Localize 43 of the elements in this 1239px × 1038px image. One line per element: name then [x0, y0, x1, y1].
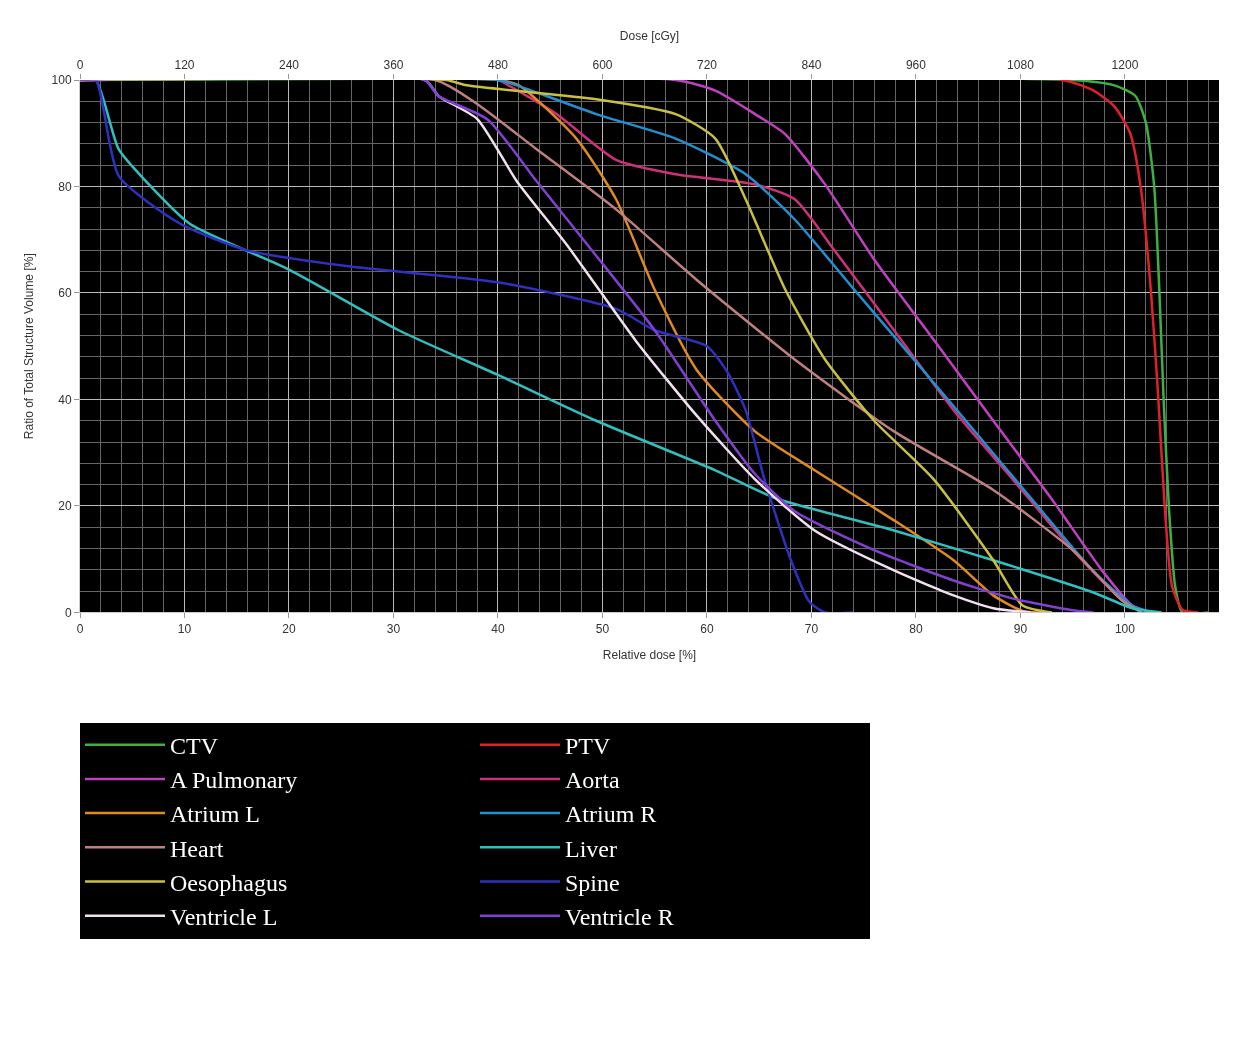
legend-label: Liver — [565, 835, 617, 862]
legend-label: Ventricle L — [170, 904, 278, 931]
y-tick-label: 80 — [58, 179, 72, 194]
x2-axis-title: Dose [cGy] — [619, 28, 680, 43]
legend-label: Ventricle R — [565, 904, 674, 931]
legend-label: PTV — [565, 733, 612, 760]
y-tick-label: 20 — [58, 499, 72, 514]
x-tick-label: 80 — [909, 621, 923, 636]
y-tick-label: 40 — [58, 392, 72, 407]
legend-label: Oesophagus — [170, 869, 288, 896]
legend-label: Spine — [565, 869, 620, 896]
x-tick-label: 0 — [76, 621, 84, 636]
y-axis-title: Ratio of Total Structure Volume [%] — [21, 253, 36, 440]
legend-label: Atrium R — [565, 801, 657, 828]
x2-tick-label: 360 — [383, 58, 404, 73]
y-tick-label: 0 — [64, 605, 72, 620]
legend-label: Heart — [170, 835, 224, 862]
x2-tick-label: 120 — [174, 58, 195, 73]
x-axis-title: Relative dose [%] — [602, 647, 697, 662]
legend-label: Aorta — [565, 767, 620, 794]
x-tick-label: 60 — [700, 621, 714, 636]
x2-tick-label: 840 — [801, 58, 822, 73]
x-tick-label: 70 — [804, 621, 819, 636]
x2-tick-label: 960 — [905, 58, 927, 73]
x-tick-label: 10 — [177, 621, 192, 636]
y-tick-label: 60 — [58, 286, 72, 301]
legend-label: Atrium L — [170, 801, 260, 828]
legend-label: CTV — [170, 733, 219, 760]
x2-tick-label: 1200 — [1111, 58, 1139, 73]
x-tick-label: 100 — [1114, 621, 1136, 636]
x-tick-label: 50 — [595, 621, 610, 636]
legend-label: A Pulmonary — [170, 767, 298, 794]
x2-tick-label: 480 — [487, 58, 509, 73]
x-tick-label: 40 — [491, 621, 505, 636]
y-tick-label: 100 — [51, 73, 72, 88]
x2-tick-label: 720 — [696, 58, 718, 73]
x2-tick-label: 600 — [592, 58, 613, 73]
x-tick-label: 90 — [1013, 621, 1028, 636]
x-tick-label: 20 — [282, 621, 296, 636]
x2-tick-label: 1080 — [1007, 58, 1035, 73]
x2-tick-label: 0 — [76, 58, 84, 73]
x-tick-label: 30 — [386, 621, 401, 636]
x2-tick-label: 240 — [278, 58, 300, 73]
